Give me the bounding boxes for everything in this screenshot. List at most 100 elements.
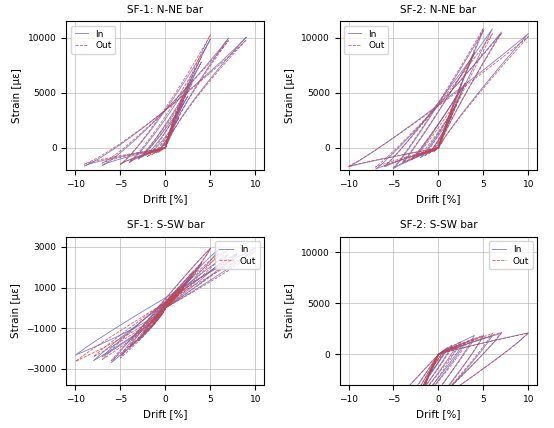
Title: SF-2: N-NE bar: SF-2: N-NE bar (401, 5, 476, 15)
Out (439, 138, 446, 143)
Out (154, 314, 161, 319)
Out (154, 313, 161, 318)
Line: Out: Out (156, 293, 175, 317)
Out (162, 146, 169, 151)
In (431, 362, 438, 367)
In (435, 352, 442, 357)
Legend: In, Out: In, Out (71, 26, 115, 54)
Out (162, 305, 169, 310)
Out (155, 313, 162, 318)
In (430, 149, 437, 155)
Out (167, 133, 173, 138)
In (162, 305, 169, 310)
Legend: In, Out: In, Out (489, 241, 533, 269)
Y-axis label: Strain [με]: Strain [με] (12, 68, 23, 123)
In (167, 135, 173, 140)
Out (167, 133, 173, 138)
Title: SF-1: N-NE bar: SF-1: N-NE bar (127, 5, 203, 15)
In (440, 349, 447, 354)
Out (157, 147, 164, 152)
X-axis label: Drift [%]: Drift [%] (143, 410, 188, 419)
In (171, 293, 178, 298)
In (158, 145, 165, 150)
In (154, 312, 161, 317)
Line: Out: Out (434, 140, 443, 148)
Out (171, 291, 178, 296)
In (440, 349, 447, 354)
Y-axis label: Strain [με]: Strain [με] (11, 283, 20, 339)
Out (162, 146, 169, 151)
In (439, 350, 445, 355)
Out (438, 141, 444, 146)
In (162, 305, 169, 310)
Out (440, 349, 447, 354)
Legend: In, Out: In, Out (216, 241, 260, 269)
Title: SF-1: S-SW bar: SF-1: S-SW bar (127, 220, 204, 230)
Line: In: In (434, 134, 443, 152)
In (430, 363, 437, 368)
In (165, 139, 171, 144)
In (162, 146, 169, 151)
In (431, 149, 438, 154)
Out (162, 305, 169, 310)
Out (435, 146, 442, 151)
In (166, 137, 172, 142)
Out (153, 314, 160, 319)
Out (440, 349, 447, 354)
Line: Out: Out (434, 351, 443, 365)
In (439, 350, 446, 355)
In (154, 311, 161, 316)
Out (166, 134, 173, 139)
Out (431, 362, 438, 367)
In (153, 312, 160, 318)
Out (440, 137, 447, 143)
In (440, 131, 447, 137)
Out (430, 362, 437, 367)
In (166, 136, 173, 141)
In (435, 146, 442, 151)
Out (166, 134, 173, 140)
Line: Out: Out (161, 136, 170, 150)
In (439, 133, 446, 138)
Out (439, 139, 445, 144)
In (153, 312, 160, 318)
In (439, 349, 446, 354)
In (439, 134, 445, 139)
Out (435, 146, 442, 151)
In (440, 131, 447, 137)
Line: In: In (156, 296, 175, 315)
Out (439, 349, 446, 354)
Legend: In, Out: In, Out (344, 26, 388, 54)
Out (439, 138, 446, 143)
Out (158, 147, 165, 152)
Out (435, 352, 442, 357)
Out (157, 311, 164, 316)
Out (431, 145, 438, 150)
Y-axis label: Strain [με]: Strain [με] (285, 283, 295, 339)
X-axis label: Drift [%]: Drift [%] (143, 194, 188, 204)
In (438, 137, 444, 143)
X-axis label: Drift [%]: Drift [%] (416, 194, 461, 204)
Y-axis label: Strain [με]: Strain [με] (285, 68, 295, 123)
X-axis label: Drift [%]: Drift [%] (416, 410, 461, 419)
In (435, 352, 442, 357)
In (439, 133, 446, 138)
In (157, 309, 164, 315)
Out (165, 138, 171, 143)
Out (439, 350, 445, 355)
In (162, 146, 169, 151)
Out (438, 350, 444, 355)
Out (439, 350, 446, 355)
Out (166, 135, 172, 140)
Line: In: In (434, 351, 443, 366)
In (167, 135, 173, 140)
In (435, 146, 442, 151)
Out (170, 291, 177, 297)
Line: In: In (161, 138, 170, 148)
Out (440, 137, 447, 143)
In (155, 311, 162, 316)
In (166, 136, 173, 141)
Out (435, 352, 442, 357)
In (438, 350, 444, 355)
Title: SF-2: S-SW bar: SF-2: S-SW bar (399, 220, 477, 230)
